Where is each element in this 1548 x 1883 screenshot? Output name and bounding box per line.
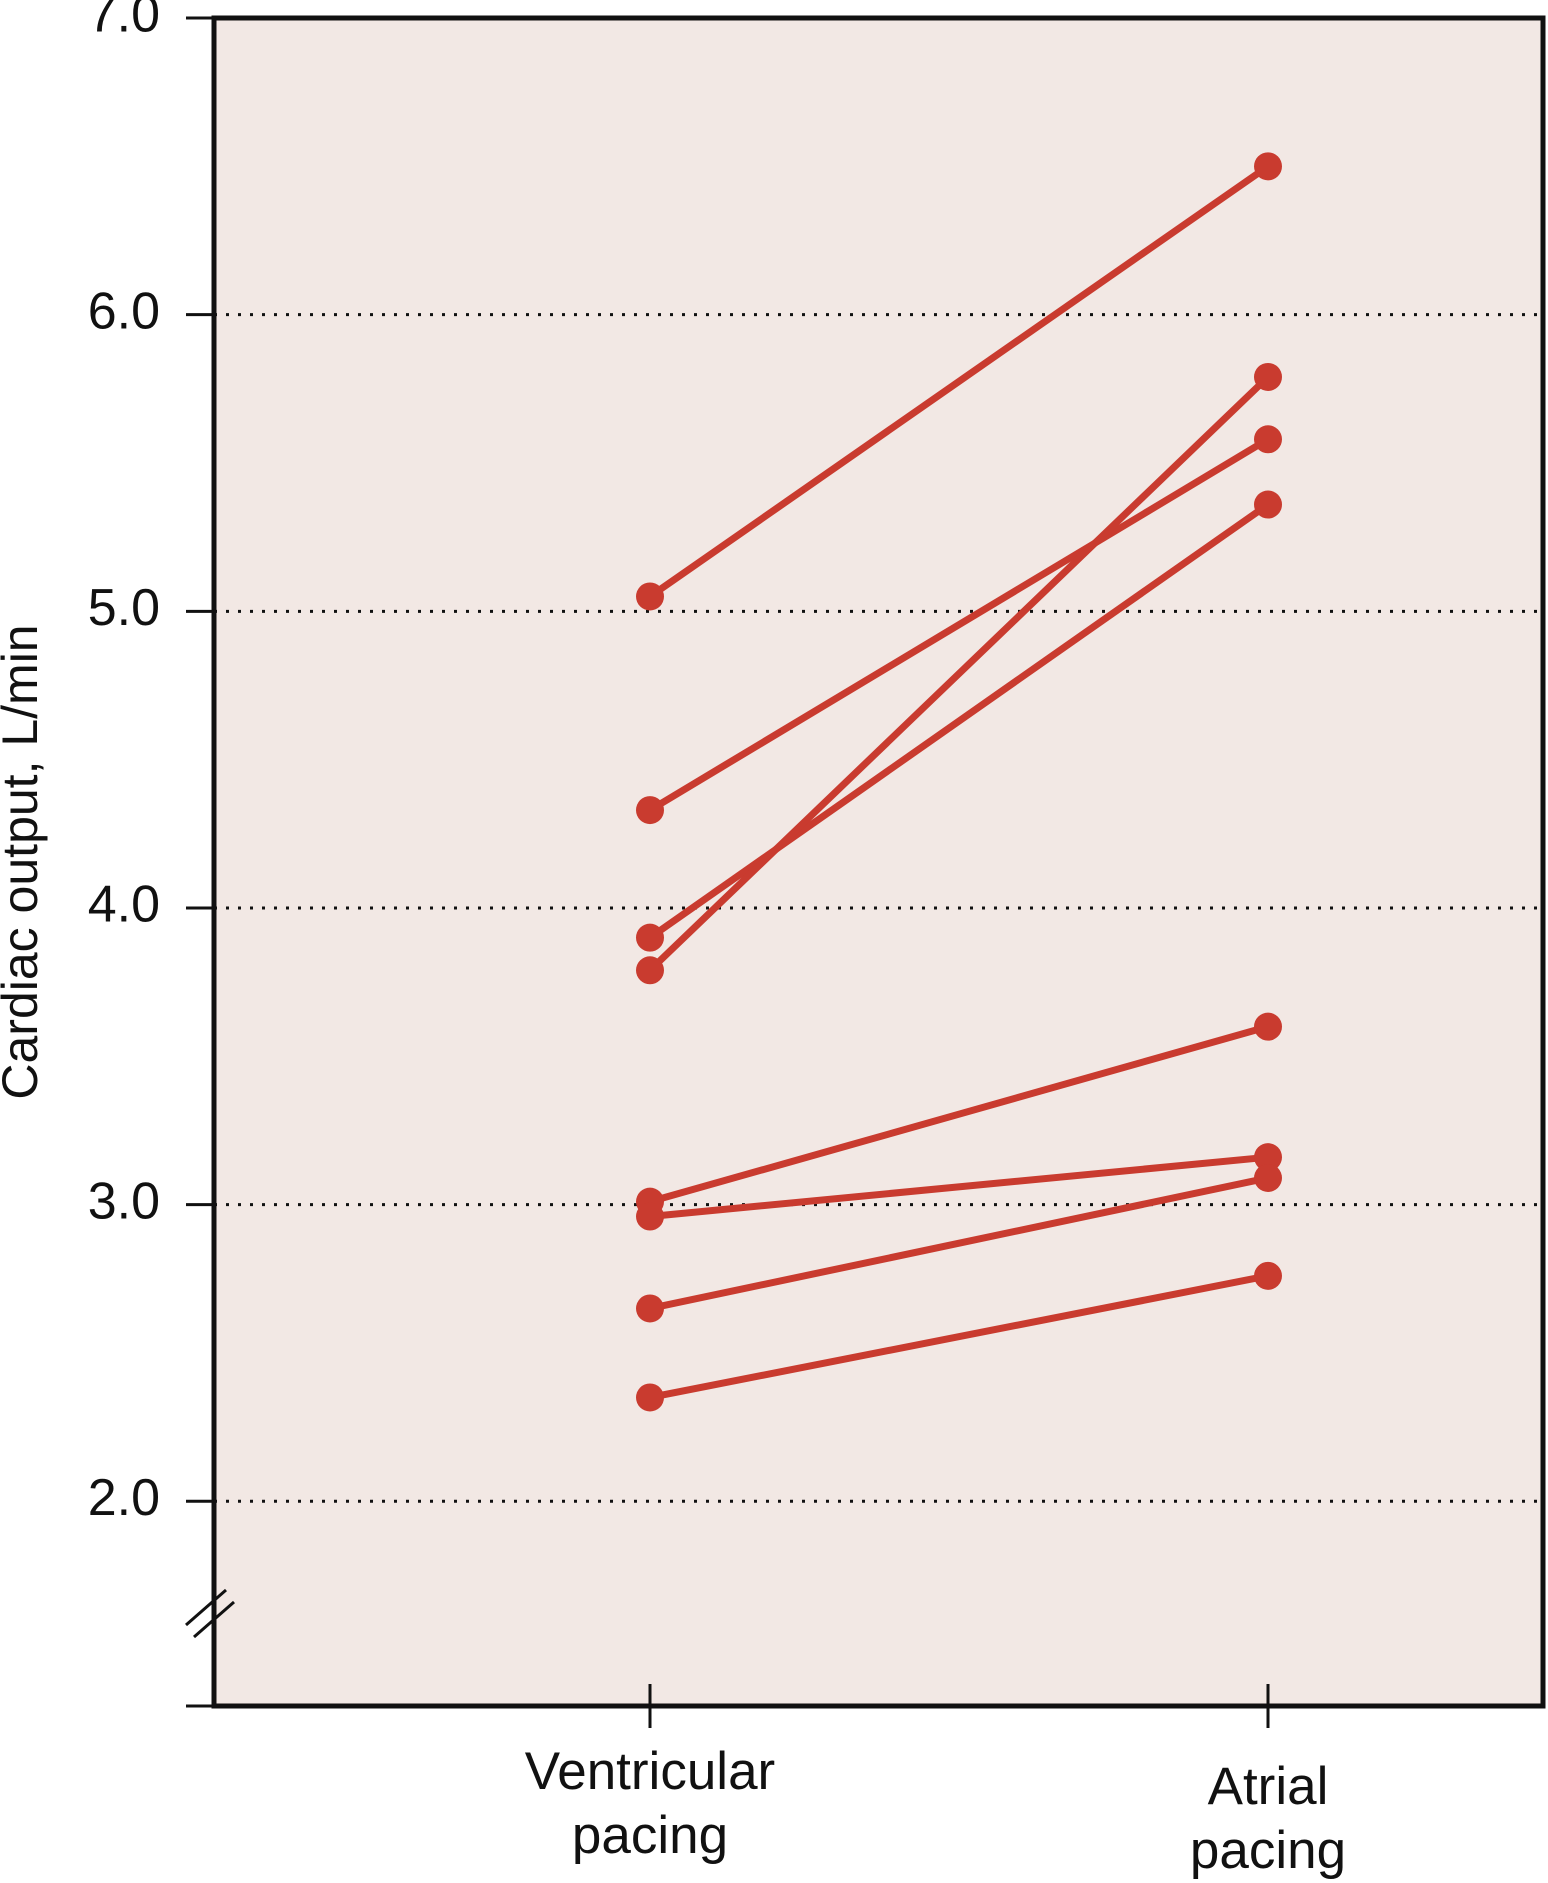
data-point [1254, 1012, 1282, 1041]
y-tick-label: 6.0 [88, 282, 160, 340]
data-point [1254, 1143, 1282, 1172]
y-tick-label: 5.0 [88, 579, 160, 637]
data-point [1254, 362, 1282, 391]
data-point [1254, 1261, 1282, 1290]
data-point [636, 1202, 664, 1231]
series-line [648, 163, 1270, 600]
plot-area [214, 18, 1543, 1706]
series-line [649, 1153, 1269, 1220]
series-line [648, 436, 1270, 814]
y-tick-label: 4.0 [88, 876, 160, 934]
series-line [649, 1272, 1269, 1401]
y-tick-label: 2.0 [88, 1469, 160, 1527]
series-line [647, 501, 1271, 941]
plot-frame [211, 15, 1546, 1709]
lines [636, 152, 1282, 1412]
data-point [636, 582, 664, 611]
data-point [636, 1294, 664, 1323]
data-point [636, 956, 664, 985]
y-tick-label: 7.0 [88, 0, 160, 44]
axis-break [193, 1600, 235, 1639]
x-tick-label: Atrial pacing [1189, 1757, 1347, 1880]
data-point [1254, 152, 1282, 181]
series-line [647, 374, 1271, 973]
x-tick-label: Ventricular pacing [524, 1742, 776, 1865]
y-axis-label: Cardiac output, L/min [0, 624, 48, 1099]
axis-break [185, 1588, 227, 1627]
data-point [1254, 425, 1282, 454]
data-point [636, 796, 664, 825]
data-point [1254, 490, 1282, 519]
data-point [636, 923, 664, 952]
series-line [649, 1174, 1269, 1312]
y-tick-label: 3.0 [88, 1172, 160, 1230]
data-point [1254, 1163, 1282, 1192]
data-point [636, 1383, 664, 1412]
series-line [649, 1023, 1269, 1206]
